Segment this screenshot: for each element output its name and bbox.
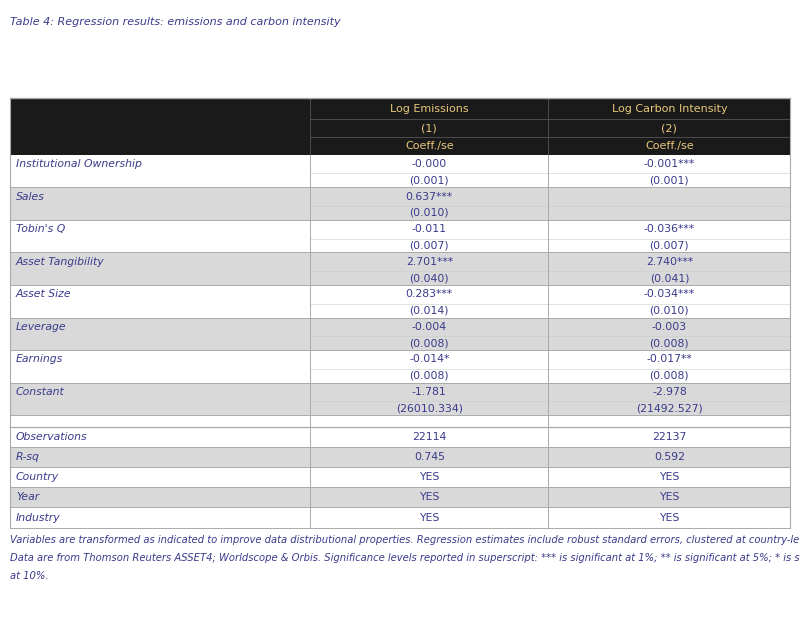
Text: Industry: Industry — [16, 513, 61, 523]
Bar — [10, 137, 790, 155]
Bar — [10, 188, 790, 220]
Text: (0.008): (0.008) — [650, 338, 689, 348]
Text: YES: YES — [659, 513, 679, 523]
Bar — [10, 253, 790, 285]
Text: Year: Year — [16, 492, 39, 502]
Text: (21492.527): (21492.527) — [636, 403, 702, 413]
Text: (0.001): (0.001) — [650, 176, 689, 185]
Text: at 10%.: at 10%. — [10, 571, 48, 581]
Text: R-sq: R-sq — [16, 452, 40, 462]
Text: -0.004: -0.004 — [412, 322, 447, 332]
Text: Tobin's Q: Tobin's Q — [16, 224, 66, 234]
Text: (0.041): (0.041) — [650, 273, 689, 283]
Text: 2.701***: 2.701*** — [406, 257, 453, 267]
Text: (0.008): (0.008) — [650, 371, 689, 380]
Text: Leverage: Leverage — [16, 322, 66, 332]
Bar — [10, 350, 790, 383]
Bar — [10, 467, 790, 487]
Text: Institutional Ownership: Institutional Ownership — [16, 159, 142, 169]
Bar — [10, 98, 790, 119]
Text: Table 4: Regression results: emissions and carbon intensity: Table 4: Regression results: emissions a… — [10, 17, 340, 27]
Text: YES: YES — [419, 513, 439, 523]
Text: YES: YES — [659, 472, 679, 482]
Bar — [10, 220, 790, 253]
Text: -0.014*: -0.014* — [409, 355, 450, 365]
Text: 0.745: 0.745 — [414, 452, 445, 462]
Text: (0.010): (0.010) — [410, 208, 449, 218]
Text: Earnings: Earnings — [16, 355, 63, 365]
Bar — [10, 318, 790, 350]
Text: Asset Size: Asset Size — [16, 289, 72, 300]
Text: (1): (1) — [422, 123, 437, 133]
Bar — [10, 415, 790, 427]
Text: -0.036***: -0.036*** — [644, 224, 695, 234]
Text: 0.637***: 0.637*** — [406, 191, 453, 202]
Bar — [10, 155, 790, 188]
Bar — [10, 383, 790, 415]
Text: (0.007): (0.007) — [650, 241, 689, 250]
Text: (2): (2) — [662, 123, 678, 133]
Text: Log Emissions: Log Emissions — [390, 104, 469, 114]
Text: Country: Country — [16, 472, 59, 482]
Text: (26010.334): (26010.334) — [396, 403, 462, 413]
Text: YES: YES — [419, 492, 439, 502]
Text: (0.040): (0.040) — [410, 273, 449, 283]
Text: (0.008): (0.008) — [410, 338, 449, 348]
Bar — [10, 447, 790, 467]
Text: 0.592: 0.592 — [654, 452, 685, 462]
Bar — [10, 487, 790, 507]
Text: Log Carbon Intensity: Log Carbon Intensity — [611, 104, 727, 114]
Text: Variables are transformed as indicated to improve data distributional properties: Variables are transformed as indicated t… — [10, 535, 800, 545]
Text: Constant: Constant — [16, 387, 65, 397]
Text: (0.001): (0.001) — [410, 176, 449, 185]
Text: (0.010): (0.010) — [650, 306, 689, 315]
Text: -0.000: -0.000 — [412, 159, 447, 169]
Text: -0.011: -0.011 — [412, 224, 446, 234]
Text: Coeff./se: Coeff./se — [405, 141, 454, 151]
Text: (0.014): (0.014) — [410, 306, 449, 315]
Text: Observations: Observations — [16, 432, 88, 442]
Text: Asset Tangibility: Asset Tangibility — [16, 257, 105, 267]
Bar — [10, 507, 790, 528]
Text: (0.008): (0.008) — [410, 371, 449, 380]
Text: 0.283***: 0.283*** — [406, 289, 453, 300]
Text: (0.007): (0.007) — [410, 241, 449, 250]
Text: 22137: 22137 — [652, 432, 686, 442]
Bar — [10, 427, 790, 447]
Text: 2.740***: 2.740*** — [646, 257, 693, 267]
Bar — [10, 285, 790, 318]
Text: 22114: 22114 — [412, 432, 446, 442]
Text: YES: YES — [419, 472, 439, 482]
Bar — [10, 119, 790, 137]
Text: Sales: Sales — [16, 191, 45, 202]
Text: -0.034***: -0.034*** — [644, 289, 695, 300]
Text: Data are from Thomson Reuters ASSET4; Worldscope & Orbis. Significance levels re: Data are from Thomson Reuters ASSET4; Wo… — [10, 553, 800, 563]
Text: -0.001***: -0.001*** — [644, 159, 695, 169]
Text: -1.781: -1.781 — [412, 387, 446, 397]
Text: -2.978: -2.978 — [652, 387, 686, 397]
Text: Coeff./se: Coeff./se — [645, 141, 694, 151]
Text: YES: YES — [659, 492, 679, 502]
Text: -0.017**: -0.017** — [646, 355, 692, 365]
Text: -0.003: -0.003 — [652, 322, 687, 332]
